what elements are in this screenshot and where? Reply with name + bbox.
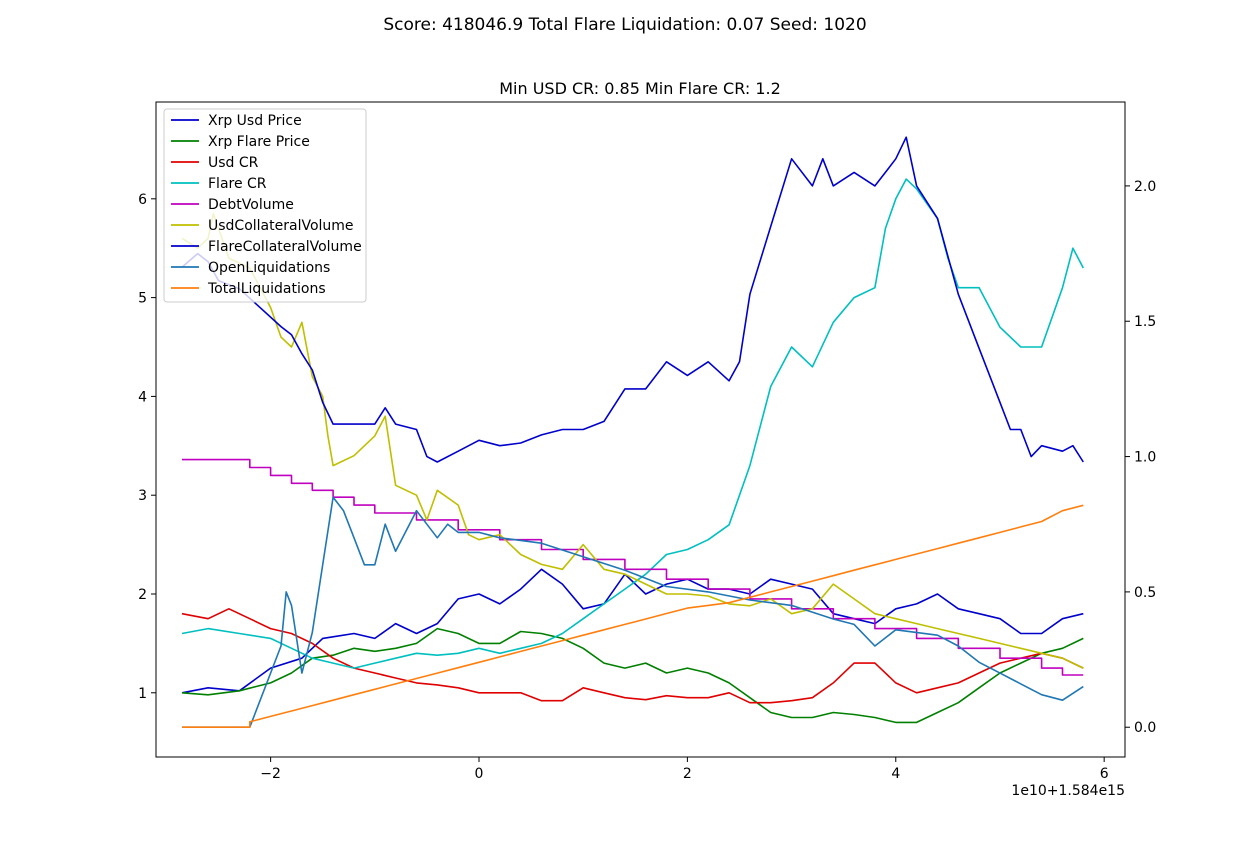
legend-label-6: FlareCollateralVolume: [208, 239, 362, 255]
y-left-tick-label-5: 6: [138, 192, 147, 208]
series-line-8: [182, 504, 1084, 728]
series-line-2: [181, 608, 1084, 704]
y-left-tick-label-4: 5: [138, 291, 147, 307]
plot-frame: [155, 101, 1126, 758]
legend-label-3: Flare CR: [208, 176, 267, 192]
legend-label-1: Xrp Flare Price: [208, 134, 310, 150]
y-right-tick-label-4: 2.0: [1134, 179, 1156, 195]
legend-label-5: UsdCollateralVolume: [208, 218, 354, 234]
legend-label-0: Xrp Usd Price: [208, 113, 302, 129]
legend: Xrp Usd Price Xrp Flare Price Usd CR Flare …: [163, 108, 367, 303]
series-line-4: [182, 458, 1084, 676]
x-tick-label-4: 6: [1100, 766, 1109, 782]
figure-suptitle: Score: 418046.9 Total Flare Liquidation:…: [383, 15, 866, 35]
y-left-tick-label-3: 4: [138, 389, 147, 405]
y-axis-right: 0.0 0.5 1.0 1.5 2.0: [1125, 179, 1156, 736]
legend-box: [163, 108, 367, 303]
x-tick-label-1: 0: [475, 766, 484, 782]
legend-label-8: TotalLiquidations: [207, 281, 326, 297]
series-line-7: [182, 496, 1084, 728]
y-right-tick-label-3: 1.5: [1134, 314, 1156, 330]
x-tick-label-3: 4: [891, 766, 900, 782]
y-left-tick-label-2: 3: [138, 488, 147, 504]
y-left-tick-label-1: 2: [138, 587, 147, 603]
legend-label-7: OpenLiquidations: [208, 260, 330, 276]
series-line-1: [181, 627, 1084, 724]
y-right-tick-label-0: 0.0: [1134, 720, 1156, 736]
y-right-tick-label-2: 1.0: [1134, 450, 1156, 466]
x-tick-label-2: 2: [683, 766, 692, 782]
series-line-5: [181, 212, 1084, 669]
x-tick-label-0: −2: [260, 766, 281, 782]
legend-label-2: Usd CR: [208, 155, 259, 171]
x-axis: −2 0 2 4 6: [260, 757, 1109, 782]
legend-label-4: DebtVolume: [208, 197, 294, 213]
y-left-tick-label-0: 1: [138, 686, 147, 702]
y-axis-left: 1 2 3 4 5 6: [138, 192, 156, 702]
y-right-tick-label-1: 0.5: [1134, 585, 1156, 601]
series-layer: [181, 136, 1085, 728]
x-offset-label: 1e10+1.584e15: [1011, 783, 1125, 799]
chart-title: Min USD CR: 0.85 Min Flare CR: 1.2: [499, 79, 781, 98]
series-line-6: [181, 136, 1084, 463]
